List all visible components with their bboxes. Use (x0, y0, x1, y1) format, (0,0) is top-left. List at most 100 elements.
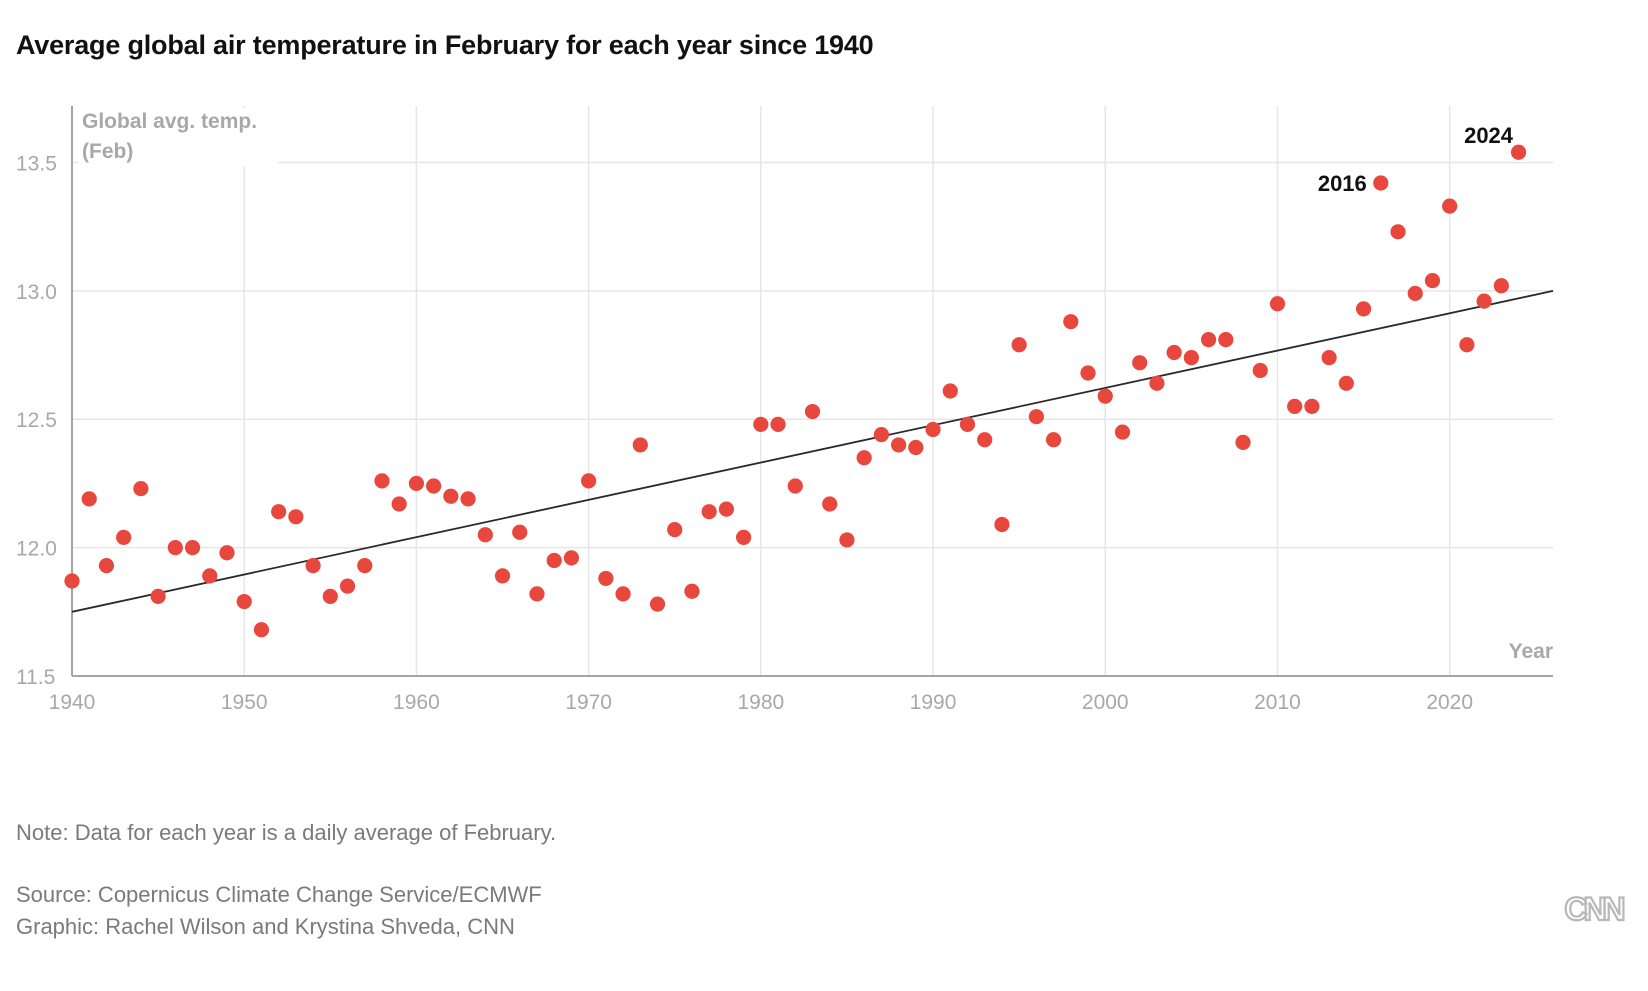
data-point (1373, 175, 1389, 191)
y-tick-label: 12.0 (16, 538, 57, 561)
data-point (184, 540, 201, 556)
data-point (116, 529, 132, 545)
data-point (1493, 278, 1509, 294)
data-point (1269, 296, 1286, 312)
data-point (770, 416, 786, 432)
data-point (1080, 365, 1096, 381)
data-point (804, 403, 821, 420)
y-axis-label-background (78, 108, 278, 166)
data-point (1287, 398, 1303, 415)
data-point (873, 427, 889, 443)
data-point (305, 557, 321, 574)
data-point (1442, 198, 1458, 214)
data-point (477, 527, 493, 543)
data-point (167, 540, 183, 556)
x-tick-label: 2010 (1254, 691, 1301, 714)
data-point (357, 557, 373, 574)
data-point (408, 475, 425, 492)
data-point (1045, 432, 1062, 448)
data-point (546, 552, 562, 569)
data-point (581, 473, 597, 489)
data-point (460, 491, 476, 507)
data-point (1321, 350, 1337, 366)
y-tick-label: 13.0 (16, 281, 57, 304)
data-point (942, 383, 958, 399)
data-point (1011, 337, 1027, 353)
data-point (1218, 332, 1234, 348)
data-point (494, 568, 511, 584)
data-point (1235, 434, 1251, 450)
x-tick-label: 1990 (910, 691, 957, 714)
data-point (649, 596, 666, 612)
data-point (994, 516, 1010, 533)
data-point (322, 588, 338, 605)
x-tick-label: 1940 (49, 691, 96, 714)
data-point (1166, 344, 1182, 361)
data-point (598, 570, 614, 587)
x-axis-label: Year (1509, 640, 1553, 663)
data-point (959, 416, 976, 432)
svg-text:CNN: CNN (1564, 891, 1623, 926)
data-point (856, 450, 872, 466)
data-point (1355, 301, 1372, 317)
x-tick-label: 2020 (1426, 691, 1473, 714)
x-tick-label: 1980 (737, 691, 784, 714)
data-point (1183, 350, 1199, 366)
data-point (1407, 285, 1423, 302)
data-point (925, 421, 941, 438)
scatter-chart: 11.5 12.0 12.5 13.0 13.5 1940 1950 1960 1970 198… (16, 106, 1554, 714)
data-point (667, 522, 683, 538)
annotation-label: 2016 (1318, 171, 1367, 196)
data-point (1338, 375, 1354, 391)
data-point (1424, 272, 1441, 289)
data-point (1063, 314, 1079, 330)
x-tick-label: 1970 (565, 691, 612, 714)
data-points (64, 144, 1527, 638)
data-point (701, 504, 717, 520)
y-gridlines (72, 161, 1553, 549)
data-point (1114, 424, 1131, 440)
chart-title: Average global air temperature in Februa… (16, 30, 874, 60)
data-point (219, 545, 235, 561)
data-point (64, 573, 80, 589)
data-point (839, 532, 855, 548)
data-point (512, 524, 528, 540)
cnn-logo: CNN (1563, 890, 1628, 926)
data-point (1028, 409, 1044, 425)
x-tick-label: 1960 (393, 691, 440, 714)
data-point (1252, 362, 1268, 379)
y-tick-labels: 11.5 12.0 12.5 13.0 13.5 (16, 152, 57, 689)
data-point (1149, 375, 1165, 391)
data-point (150, 588, 166, 605)
data-point (1304, 398, 1320, 415)
data-point (1390, 224, 1406, 240)
chart-note: Note: Data for each year is a daily aver… (16, 820, 557, 845)
x-tick-label: 1950 (221, 691, 268, 714)
data-point (908, 439, 924, 456)
chart-source: Source: Copernicus Climate Change Servic… (16, 882, 542, 907)
y-tick-label: 12.5 (16, 409, 57, 432)
data-point (977, 432, 993, 448)
data-point (391, 496, 407, 512)
data-point (288, 509, 304, 525)
data-point (529, 586, 545, 602)
y-tick-label: 11.5 (16, 666, 55, 689)
data-point (718, 501, 734, 517)
data-point (1132, 355, 1148, 371)
annotations: 2016 2024 (1318, 123, 1514, 196)
x-tick-labels: 1940 1950 1960 1970 1980 1990 2000 2010 2020 (49, 691, 1473, 714)
data-point (374, 473, 390, 489)
data-point (1459, 337, 1475, 353)
x-tick-label: 2000 (1082, 691, 1129, 714)
data-point (1200, 332, 1217, 348)
annotation-label: 2024 (1464, 123, 1514, 148)
data-point (133, 480, 149, 497)
data-point (1510, 144, 1527, 160)
data-point (684, 583, 700, 599)
data-point (253, 622, 270, 638)
x-gridlines (243, 106, 1451, 676)
data-point (753, 416, 769, 432)
data-point (736, 529, 752, 545)
data-point (271, 504, 287, 520)
trend-line (71, 289, 1554, 613)
